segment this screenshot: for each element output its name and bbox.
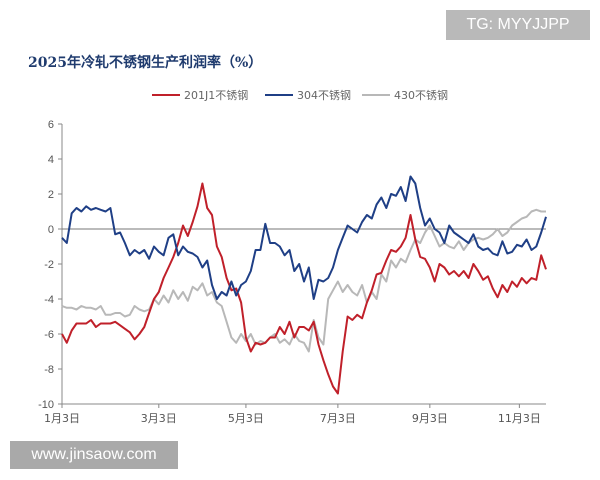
- legend-label-s430: 430不锈钢: [394, 89, 448, 102]
- x-tick-label: 1月3日: [44, 412, 80, 425]
- legend-label-s201: 201J1不锈钢: [184, 89, 248, 102]
- y-tick-label: -8: [44, 364, 54, 376]
- legend: 201J1不锈钢 304不锈钢 430不锈钢: [152, 89, 448, 102]
- chart-series: [61, 175, 547, 395]
- y-tick-label: 4: [48, 154, 54, 166]
- watermark-tg: TG: MYYJJPP: [446, 10, 590, 40]
- chart-axes: -10 -8 -6 -4 -2 0 2 4 6 1月3日 3月3日 5月3日 7月3日 9月3日 11月3日: [38, 119, 546, 425]
- series-line-s304: [61, 175, 547, 300]
- y-tick-label: -6: [44, 329, 54, 341]
- x-tick-label: 7月3日: [320, 412, 356, 425]
- watermark-site: www.jinsaow.com: [10, 441, 178, 469]
- y-tick-label: -2: [44, 259, 54, 271]
- y-tick-label: 6: [48, 119, 54, 131]
- x-tick-label: 5月3日: [228, 412, 264, 425]
- x-tick-label: 9月3日: [412, 412, 448, 425]
- x-tick-label: 11月3日: [498, 412, 541, 425]
- y-tick-label: -10: [38, 399, 54, 411]
- x-tick-label: 3月3日: [141, 412, 177, 425]
- series-line-s430: [61, 208, 546, 353]
- y-tick-label: 2: [48, 189, 54, 201]
- y-tick-label: 0: [48, 224, 54, 236]
- chart-title: 2025年冷轧不锈钢生产利润率（%）: [28, 55, 263, 71]
- series-line-s201: [61, 182, 547, 395]
- y-tick-label: -4: [44, 294, 54, 306]
- legend-label-s304: 304不锈钢: [297, 89, 351, 102]
